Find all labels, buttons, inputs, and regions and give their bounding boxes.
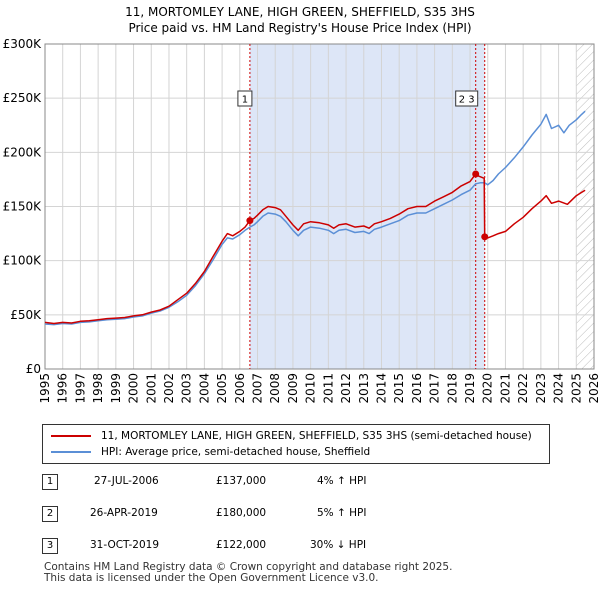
sale-label-box: 1 (237, 90, 253, 107)
x-tick-label: 2003 (180, 373, 194, 404)
x-tick-label: 2000 (127, 373, 141, 404)
sale-point (246, 217, 254, 225)
sale-point (472, 170, 480, 178)
x-tick-label: 1998 (91, 373, 105, 404)
legend-swatch-hpi (51, 451, 91, 453)
x-tick-label: 2026 (587, 373, 600, 404)
sale-number-box: 3 (42, 538, 58, 554)
x-tick-label: 1996 (56, 373, 70, 404)
sale-price: £180,000 (216, 507, 267, 519)
x-tick-label: 2017 (428, 373, 442, 404)
sale-number-box: 1 (42, 474, 58, 490)
sale-label-frame (455, 90, 479, 107)
sale-label-text: 2 3 (459, 95, 475, 106)
y-tick-label: £100K (3, 254, 43, 268)
x-tick-label: 2008 (268, 373, 282, 404)
x-tick-label: 2018 (445, 373, 459, 404)
x-tick-label: 2020 (481, 373, 495, 404)
plot-border (44, 43, 595, 370)
legend-label-hpi: HPI: Average price, semi-detached house,… (101, 446, 371, 458)
sale-price: £122,000 (216, 539, 267, 551)
sale-point (481, 233, 489, 241)
x-tick-label: 2011 (321, 373, 335, 404)
x-tick-label: 2014 (374, 373, 388, 404)
legend: 11, MORTOMLEY LANE, HIGH GREEN, SHEFFIEL… (42, 424, 550, 464)
sale-hpi-diff: 30% ↓ HPI (310, 539, 367, 551)
chart-title-line2: Price paid vs. HM Land Registry's House … (128, 21, 471, 35)
x-tick-label: 1995 (38, 373, 52, 404)
footer-line2: This data is licensed under the Open Gov… (44, 572, 379, 584)
x-tick-label: 2007 (251, 373, 265, 404)
sale-date: 26-APR-2019 (90, 507, 158, 519)
sale-label-box: 2 3 (455, 90, 479, 107)
x-tick-label: 2023 (534, 373, 548, 404)
series-line-property (44, 173, 586, 325)
x-tick-label: 2016 (410, 373, 424, 404)
x-tick-label: 2001 (144, 373, 158, 404)
y-tick-label: £200K (3, 145, 43, 159)
x-tick-label: 2010 (304, 373, 318, 404)
x-tick-label: 2013 (357, 373, 371, 404)
chart-title-line1: 11, MORTOMLEY LANE, HIGH GREEN, SHEFFIEL… (125, 5, 475, 19)
legend-swatch-property (51, 435, 91, 437)
sale-hpi-diff: 5% ↑ HPI (317, 507, 367, 519)
series-line-hpi (44, 110, 586, 326)
x-tick-label: 2002 (162, 373, 176, 404)
footer-attribution: Contains HM Land Registry data © Crown c… (44, 562, 452, 584)
x-tick-label: 2012 (339, 373, 353, 404)
sale-date: 27-JUL-2006 (94, 475, 159, 487)
x-tick-label: 1997 (73, 373, 87, 404)
y-tick-label: £150K (3, 200, 43, 214)
x-tick-label: 2025 (569, 373, 583, 404)
x-tick-label: 2015 (392, 373, 406, 404)
sale-hpi-diff: 4% ↑ HPI (317, 475, 367, 487)
x-tick-label: 2019 (463, 373, 477, 404)
x-tick-label: 1999 (109, 373, 123, 404)
legend-label-property: 11, MORTOMLEY LANE, HIGH GREEN, SHEFFIEL… (101, 430, 532, 442)
x-tick-label: 2006 (233, 373, 247, 404)
y-tick-label: £50K (10, 308, 42, 322)
sale-date: 31-OCT-2019 (90, 539, 159, 551)
sale-price: £137,000 (216, 475, 267, 487)
x-tick-label: 2024 (552, 373, 566, 404)
legend-item-property: 11, MORTOMLEY LANE, HIGH GREEN, SHEFFIEL… (51, 430, 532, 442)
y-tick-label: £250K (3, 91, 43, 105)
x-tick-label: 2021 (498, 373, 512, 404)
footer-line1: Contains HM Land Registry data © Crown c… (44, 561, 453, 573)
x-tick-label: 2022 (516, 373, 530, 404)
sale-number-box: 2 (42, 506, 58, 522)
y-tick-label: £0 (26, 362, 41, 376)
price-chart: 11, MORTOMLEY LANE, HIGH GREEN, SHEFFIEL… (3, 5, 600, 404)
legend-item-hpi: HPI: Average price, semi-detached house,… (51, 446, 370, 458)
sale-label-frame (237, 90, 253, 107)
x-tick-label: 2005 (215, 373, 229, 404)
x-tick-label: 2004 (197, 373, 211, 404)
sale-label-text: 1 (242, 95, 248, 106)
x-tick-label: 2009 (286, 373, 300, 404)
y-tick-label: £300K (3, 37, 43, 51)
